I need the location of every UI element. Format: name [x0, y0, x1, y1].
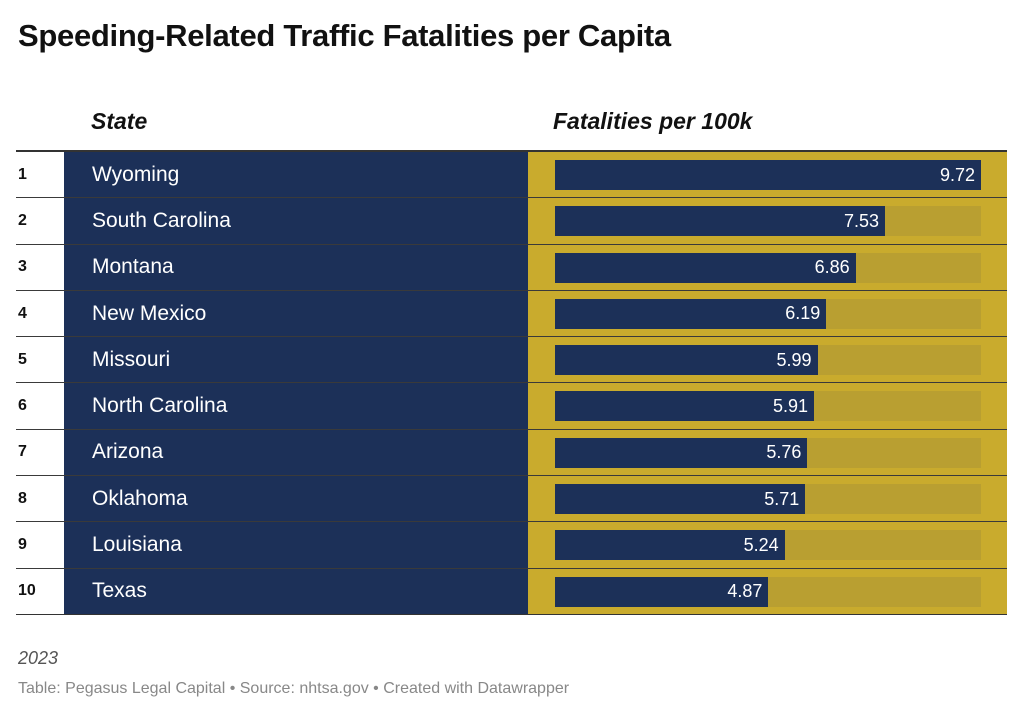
value-bar: 5.91	[555, 391, 815, 422]
state-cell: New Mexico	[64, 290, 528, 337]
state-cell: Texas	[64, 568, 528, 614]
state-name: Wyoming	[92, 162, 180, 186]
bar-value-label: 9.72	[939, 164, 975, 185]
state-cell: North Carolina	[64, 383, 528, 429]
state-name: Montana	[92, 255, 174, 279]
table-row: 5 Missouri 5.99	[16, 337, 1007, 384]
table-row: 7 Arizona 5.76	[16, 429, 1007, 477]
state-name: Missouri	[92, 347, 171, 371]
bar-value-label: 5.91	[772, 395, 809, 416]
value-cell: 5.76	[528, 429, 1007, 476]
state-name: North Carolina	[92, 394, 228, 418]
table-row: 9 Louisiana 5.24	[16, 522, 1007, 569]
value-cell: 9.72	[528, 152, 1007, 198]
table-row: 1 Wyoming 9.72	[16, 152, 1007, 199]
value-cell: 4.87	[528, 568, 1007, 614]
table-row: 6 North Carolina 5.91	[16, 383, 1007, 430]
rank-cell: 3	[16, 244, 66, 290]
rank-cell: 10	[16, 568, 66, 614]
data-table: State Fatalities per 100k 1 Wyoming 9.72 2 S…	[16, 100, 1007, 615]
value-cell: 5.99	[528, 337, 1007, 383]
chart-footer: Table: Pegasus Legal Capital • Source: n…	[18, 680, 570, 697]
column-header-state: State	[91, 108, 148, 134]
bar-value-label: 5.76	[766, 442, 802, 463]
bar-track: 6.19	[555, 298, 981, 329]
state-name: Texas	[92, 579, 147, 603]
value-bar: 5.99	[555, 345, 818, 376]
table-row: 3 Montana 6.86	[16, 244, 1007, 291]
rank-cell: 8	[16, 476, 66, 522]
table-row: 10 Texas 4.87	[16, 568, 1007, 615]
bar-track: 6.86	[555, 252, 981, 283]
bar-track: 7.53	[555, 206, 981, 237]
value-cell: 6.86	[528, 244, 1007, 290]
table-header: State Fatalities per 100k	[16, 100, 1007, 152]
bar-value-label: 5.71	[764, 488, 800, 509]
bar-track: 9.72	[555, 160, 981, 190]
bar-value-label: 7.53	[843, 210, 880, 231]
rank-cell: 4	[16, 290, 66, 337]
value-bar: 5.24	[555, 530, 785, 561]
rank-cell: 6	[16, 383, 66, 429]
bar-track: 5.99	[555, 345, 981, 376]
bar-value-label: 6.19	[785, 303, 821, 324]
table-row: 2 South Carolina 7.53	[16, 198, 1007, 245]
state-name: Louisiana	[92, 533, 182, 557]
bar-value-label: 5.24	[743, 534, 779, 555]
bar-track: 4.87	[555, 576, 981, 607]
value-bar: 5.71	[555, 484, 806, 515]
rank-cell: 5	[16, 337, 66, 383]
value-bar: 5.76	[555, 437, 808, 468]
bar-value-label: 4.87	[727, 581, 763, 602]
value-cell: 5.24	[528, 522, 1007, 568]
state-cell: Missouri	[64, 337, 528, 383]
state-cell: South Carolina	[64, 198, 528, 244]
value-bar: 6.19	[555, 298, 827, 329]
state-cell: Montana	[64, 244, 528, 290]
value-cell: 6.19	[528, 290, 1007, 337]
rank-cell: 2	[16, 198, 66, 244]
state-cell: Arizona	[64, 429, 528, 476]
value-bar: 6.86	[555, 252, 856, 283]
value-cell: 5.71	[528, 476, 1007, 522]
rank-cell: 9	[16, 522, 66, 568]
state-cell: Wyoming	[64, 152, 528, 198]
chart-note: 2023	[18, 648, 59, 668]
state-name: Arizona	[92, 440, 164, 464]
bar-track: 5.24	[555, 530, 981, 561]
value-bar: 9.72	[555, 160, 981, 190]
bar-track: 5.71	[555, 484, 981, 515]
bar-value-label: 5.99	[776, 349, 812, 370]
table-row: 8 Oklahoma 5.71	[16, 476, 1007, 523]
bar-track: 5.91	[555, 391, 981, 422]
value-bar: 7.53	[555, 206, 886, 237]
value-cell: 5.91	[528, 383, 1007, 429]
column-header-fatalities: Fatalities per 100k	[553, 108, 753, 134]
rank-cell: 7	[16, 429, 66, 476]
state-name: New Mexico	[92, 301, 207, 325]
bar-track: 5.76	[555, 437, 981, 468]
state-name: South Carolina	[92, 208, 231, 232]
value-bar: 4.87	[555, 576, 769, 607]
value-cell: 7.53	[528, 198, 1007, 244]
bar-value-label: 6.86	[814, 257, 850, 278]
table-body: 1 Wyoming 9.72 2 South Carolina 7.53 3 Montana 6…	[16, 152, 1007, 615]
state-name: Oklahoma	[92, 486, 188, 510]
table-row: 4 New Mexico 6.19	[16, 290, 1007, 338]
state-cell: Oklahoma	[64, 476, 528, 522]
state-cell: Louisiana	[64, 522, 528, 568]
chart-title: Speeding-Related Traffic Fatalities per …	[18, 18, 671, 53]
rank-cell: 1	[16, 152, 66, 198]
